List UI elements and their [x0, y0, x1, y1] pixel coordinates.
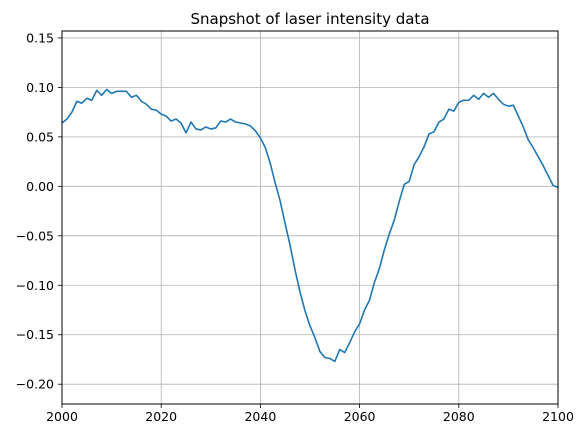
x-tick-label: 2000	[46, 409, 78, 424]
plot-frame	[61, 30, 559, 405]
x-tick-label: 2060	[344, 409, 376, 424]
y-tick-label: −0.10	[16, 278, 54, 293]
y-tick-label: −0.05	[16, 228, 54, 243]
tick-labels: 2000 2020 2040 2060 2080 2100 −0.20 −0.15 −0.10 −…	[16, 30, 574, 424]
x-tick-label: 2080	[443, 409, 475, 424]
axis-ticks	[58, 37, 559, 408]
y-tick-label: 0.00	[26, 179, 54, 194]
intensity-series-line	[61, 88, 559, 363]
chart-title: Snapshot of laser intensity data	[190, 10, 429, 28]
y-tick-label: 0.15	[26, 30, 54, 45]
x-tick-label: 2040	[244, 409, 276, 424]
x-tick-label: 2100	[542, 409, 574, 424]
y-tick-label: −0.20	[16, 377, 54, 392]
series-layer	[61, 88, 559, 363]
x-tick-label: 2020	[145, 409, 177, 424]
y-tick-label: 0.05	[26, 129, 54, 144]
y-tick-label: 0.10	[26, 80, 54, 95]
grid-lines	[61, 31, 559, 404]
y-tick-label: −0.15	[16, 327, 54, 342]
